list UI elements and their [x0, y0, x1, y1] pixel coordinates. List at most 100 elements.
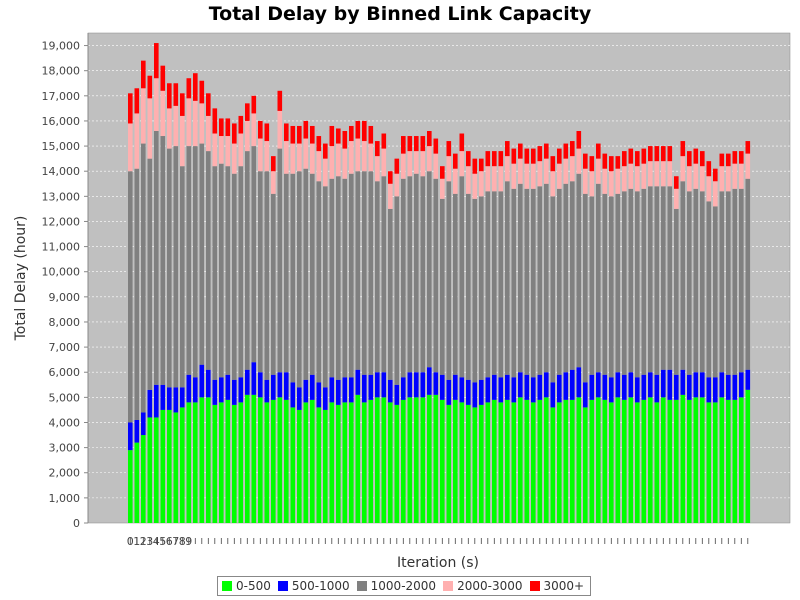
bar-segment [550, 196, 556, 383]
bar-segment [524, 163, 530, 189]
bar-segment [342, 148, 348, 179]
bar-segment [362, 402, 367, 523]
bar-segment [440, 198, 445, 375]
bar-segment [557, 374, 562, 403]
y-tick-label: 6,000 [49, 366, 81, 379]
bar-segment [433, 394, 439, 523]
bar-segment [271, 374, 276, 400]
bar-segment [271, 399, 276, 523]
bar-segment [206, 115, 211, 152]
bar-segment [518, 372, 523, 398]
bar-segment [310, 173, 315, 375]
bar-segment [570, 181, 575, 370]
legend-swatch [443, 581, 454, 591]
bar-segment [349, 141, 354, 174]
bar-segment [271, 171, 276, 194]
bar-segment [154, 78, 159, 131]
bar-segment [173, 146, 179, 388]
bar-segment [739, 188, 744, 373]
bar-segment [186, 98, 192, 147]
bar-segment [388, 171, 393, 184]
bar-segment [368, 143, 374, 172]
bar-segment [420, 397, 426, 523]
bar-segment [531, 163, 536, 189]
bar-segment [537, 161, 543, 187]
legend-item: 500-1000 [277, 579, 350, 593]
y-tick-label: 5,000 [49, 391, 81, 404]
bar-segment [316, 407, 322, 523]
bar-segment [654, 161, 660, 187]
x-tick-label: 3 [146, 535, 153, 548]
bar-segment [453, 153, 458, 169]
bar-segment [706, 161, 712, 177]
bar-segment [622, 374, 627, 400]
bar-segment [199, 80, 205, 104]
x-axis-label: Iteration (s) [397, 555, 479, 571]
bar-segment [479, 379, 484, 405]
bar-segment [615, 168, 621, 194]
bar-segment [414, 397, 419, 523]
bar-segment [206, 151, 211, 370]
bar-segment [518, 397, 523, 523]
bar-segment [167, 148, 172, 388]
bar-segment [349, 173, 354, 378]
bar-segment [128, 93, 133, 124]
bar-segment [726, 153, 731, 167]
x-tick-label: 8 [179, 535, 186, 548]
bar-segment [446, 141, 452, 157]
bar-segment [277, 90, 283, 111]
bar-segment [583, 382, 588, 408]
bar-segment [459, 151, 465, 177]
bar-segment [173, 105, 179, 147]
bar-segment [186, 146, 192, 375]
bar-segment [602, 168, 608, 194]
bar-segment [472, 173, 478, 199]
bar-segment [537, 146, 543, 162]
bar-segment [687, 166, 692, 192]
bar-segment [453, 399, 458, 523]
bar-segment [316, 181, 322, 383]
bar-segment [394, 158, 400, 174]
bar-segment [180, 166, 185, 388]
bar-segment [323, 409, 328, 523]
bar-segment [459, 377, 465, 403]
bar-segment [693, 372, 699, 398]
x-tick-label: 4 [153, 535, 160, 548]
bar-segment [570, 369, 575, 400]
bar-segment [531, 148, 536, 164]
bar-segment [485, 191, 491, 378]
bar-segment [739, 163, 744, 189]
bar-segment [485, 151, 491, 167]
bar-segment [485, 166, 491, 192]
legend-item: 0-500 [222, 579, 271, 593]
bar-segment [375, 181, 380, 373]
bar-segment [427, 394, 432, 523]
bar-segment [505, 181, 510, 375]
y-tick-label: 17,000 [42, 90, 81, 103]
x-tick-label: 1 [133, 535, 140, 548]
bar-segment [297, 125, 302, 144]
bar-segment [537, 186, 543, 375]
bar-segment [160, 384, 166, 410]
bar-segment [277, 148, 283, 373]
bar-segment [674, 399, 679, 523]
bar-segment [394, 173, 400, 197]
bar-segment [622, 151, 627, 167]
bar-segment [232, 143, 237, 174]
bar-segment [654, 146, 660, 162]
bar-segment [524, 374, 530, 400]
bar-segment [615, 372, 621, 398]
bar-segment [557, 163, 562, 189]
bar-segment [700, 151, 705, 167]
bar-segment [433, 138, 439, 154]
bar-segment [141, 60, 146, 89]
y-tick-label: 8,000 [49, 316, 81, 329]
bar-segment [277, 397, 283, 523]
bar-segment [557, 402, 562, 523]
bar-segment [310, 143, 315, 174]
bar-segment [375, 372, 380, 398]
bar-segment [745, 141, 751, 154]
bar-segment [433, 178, 439, 373]
bar-segment [381, 397, 387, 523]
bar-segment [154, 417, 159, 523]
